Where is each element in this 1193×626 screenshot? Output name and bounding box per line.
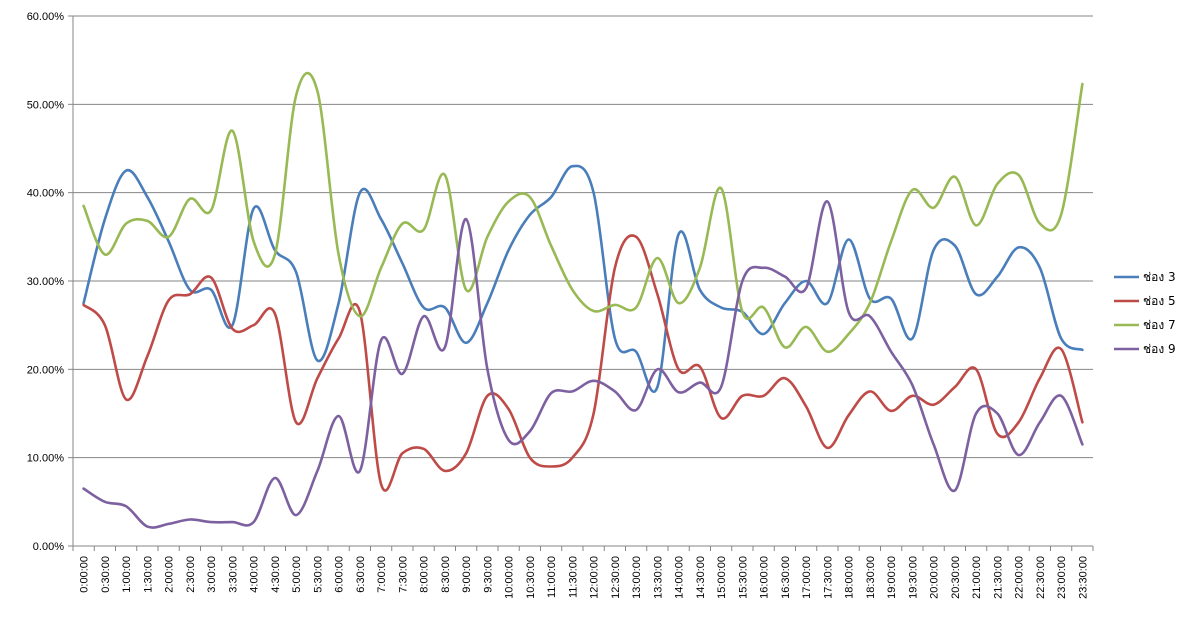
legend-label: ช่อง 9: [1143, 342, 1176, 356]
legend-label: ช่อง 7: [1143, 318, 1176, 332]
x-tick-label: 5:30:00: [312, 556, 324, 593]
y-tick-label: 50.00%: [27, 99, 65, 111]
x-tick-label: 3:00:00: [206, 556, 218, 593]
x-tick-label: 18:00:00: [844, 556, 856, 599]
x-tick-label: 17:00:00: [801, 556, 813, 599]
gridlines: [73, 15, 1093, 459]
series-line-2: [82, 234, 1084, 492]
x-tick-label: 3:30:00: [227, 556, 239, 593]
x-tick-label: 4:00:00: [249, 556, 261, 593]
x-tick-label: 17:30:00: [822, 556, 834, 599]
x-tick-label: 10:30:00: [525, 556, 537, 599]
series-line-3: [82, 71, 1084, 354]
x-tick-label: 13:30:00: [652, 556, 664, 599]
x-tick-label: 14:30:00: [695, 556, 707, 599]
x-tick-label: 19:00:00: [886, 556, 898, 599]
x-tick-label: 19:30:00: [907, 556, 919, 599]
x-tick-label: 22:00:00: [1014, 556, 1026, 599]
x-tick-label: 22:30:00: [1035, 556, 1047, 599]
x-tick-label: 10:00:00: [504, 556, 516, 599]
x-tick-label: 16:00:00: [759, 556, 771, 599]
series-line-4: [82, 200, 1084, 529]
x-tick-label: 21:00:00: [971, 556, 983, 599]
x-tick-label: 11:30:00: [567, 556, 579, 598]
x-tick-label: 5:00:00: [291, 556, 303, 593]
x-tick-label: 2:00:00: [164, 556, 176, 593]
x-tick-label: 7:30:00: [397, 556, 409, 593]
series-line-1: [82, 164, 1084, 393]
x-tick-label: 18:30:00: [865, 556, 877, 599]
x-tick-label: 14:00:00: [674, 556, 686, 599]
x-axis-ticks: 0:00:00 0:30:00 1:00:00 1:30:00 2:00:00 2:30:…: [72, 546, 1094, 599]
legend-label: ช่อง 5: [1143, 294, 1176, 308]
x-tick-label: 15:00:00: [716, 556, 728, 599]
x-tick-label: 1:30:00: [142, 556, 154, 593]
x-tick-label: 6:00:00: [334, 556, 346, 593]
y-tick-label: 20.00%: [27, 364, 65, 376]
x-tick-label: 11:00:00: [546, 556, 558, 598]
legend: ช่อง 3 ช่อง 5 ช่อง 7 ช่อง 9: [1114, 270, 1176, 356]
y-tick-label: 0.00%: [33, 541, 64, 553]
x-tick-label: 13:00:00: [631, 556, 643, 599]
x-tick-label: 7:00:00: [376, 556, 388, 593]
y-axis-ticks: 0.00% 10.00% 20.00% 30.00% 40.00% 50.00% 60.00…: [27, 11, 73, 553]
x-tick-label: 16:30:00: [780, 556, 792, 599]
x-tick-label: 20:00:00: [929, 556, 941, 599]
x-tick-label: 9:30:00: [482, 556, 494, 593]
y-tick-label: 30.00%: [27, 276, 65, 288]
x-tick-label: 8:30:00: [440, 556, 452, 593]
x-tick-label: 23:00:00: [1056, 556, 1068, 599]
y-tick-label: 60.00%: [27, 11, 65, 23]
y-tick-label: 40.00%: [27, 188, 65, 200]
x-tick-label: 6:30:00: [355, 556, 367, 593]
x-tick-label: 12:00:00: [589, 556, 601, 599]
x-tick-label: 2:30:00: [185, 556, 197, 593]
x-tick-label: 4:30:00: [270, 556, 282, 593]
y-tick-label: 10.00%: [27, 453, 65, 465]
x-tick-label: 20:30:00: [950, 556, 962, 599]
x-tick-label: 0:30:00: [100, 556, 112, 593]
legend-label: ช่อง 3: [1143, 270, 1176, 284]
x-tick-label: 15:30:00: [737, 556, 749, 599]
x-tick-label: 0:00:00: [79, 556, 91, 593]
x-tick-label: 12:30:00: [610, 556, 622, 599]
series-lines: [82, 71, 1084, 529]
x-tick-label: 9:00:00: [461, 556, 473, 593]
x-tick-label: 1:00:00: [121, 556, 133, 593]
x-tick-label: 21:30:00: [992, 556, 1004, 599]
x-tick-label: 8:00:00: [419, 556, 431, 593]
x-tick-label: 23:30:00: [1077, 556, 1089, 599]
